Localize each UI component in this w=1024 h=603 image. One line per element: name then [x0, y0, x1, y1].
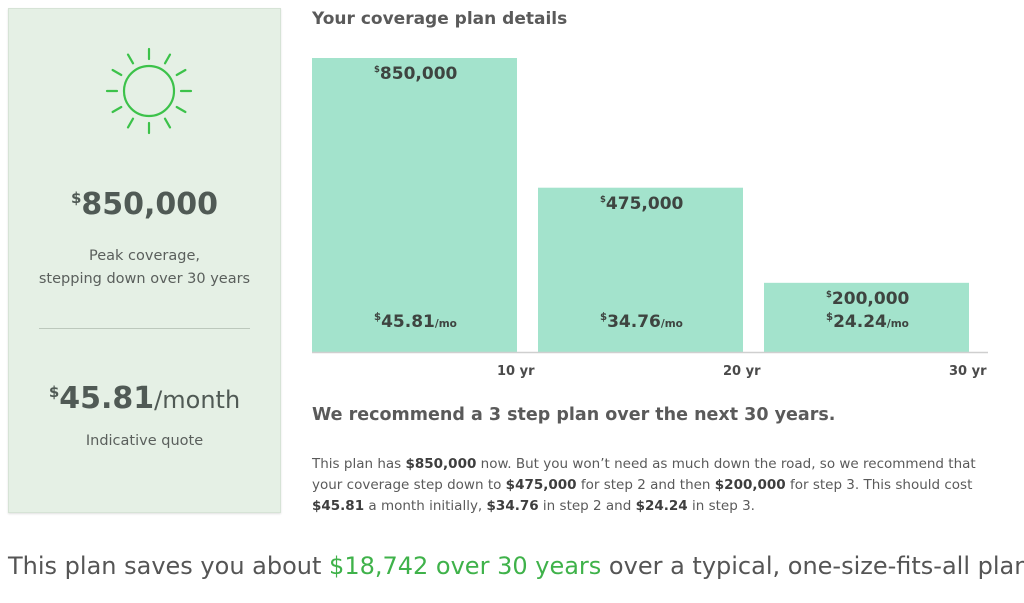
bar-value-label: $850,000: [374, 64, 458, 84]
chart-title: Your coverage plan details: [312, 9, 568, 29]
peak-coverage-amount: $850,000: [70, 187, 219, 222]
peak-coverage-label: Peak coverage, stepping down over 30 yea…: [38, 248, 251, 287]
x-tick-label: 30 yr: [949, 364, 987, 379]
bar-value-label: $475,000: [600, 193, 684, 214]
recommendation-body: This plan has $850,000 now. But you won’…: [312, 456, 976, 514]
coverage-chart: $850,000 $45.81/mo 10 yr $475,000 $34.76/mo 2…: [312, 40, 992, 385]
x-tick-label: 10 yr: [497, 364, 535, 379]
divider: [39, 328, 250, 329]
savings-statement: This plan saves you about $18,742 over 3…: [8, 552, 1024, 580]
summary-card: $850,000 Peak coverage, stepping down ov…: [8, 8, 281, 513]
quote-label: Indicative quote: [85, 433, 204, 449]
bar-premium-label: $34.76/mo: [600, 312, 683, 332]
monthly-quote: $45.81/month: [48, 381, 241, 416]
bar-premium-label: $45.81/mo: [374, 312, 457, 332]
chart-svg: [312, 58, 988, 354]
sun-icon: [105, 47, 193, 135]
recommendation-title: We recommend a 3 step plan over the next…: [312, 405, 836, 425]
bar-premium-label: $24.24/mo: [826, 312, 909, 332]
bar-20-yr: [538, 187, 743, 352]
bar-30-yr: [764, 282, 969, 352]
bar-10-yr: [312, 58, 517, 352]
bar-value-label: $200,000: [826, 288, 910, 309]
x-tick-label: 20 yr: [723, 364, 761, 379]
